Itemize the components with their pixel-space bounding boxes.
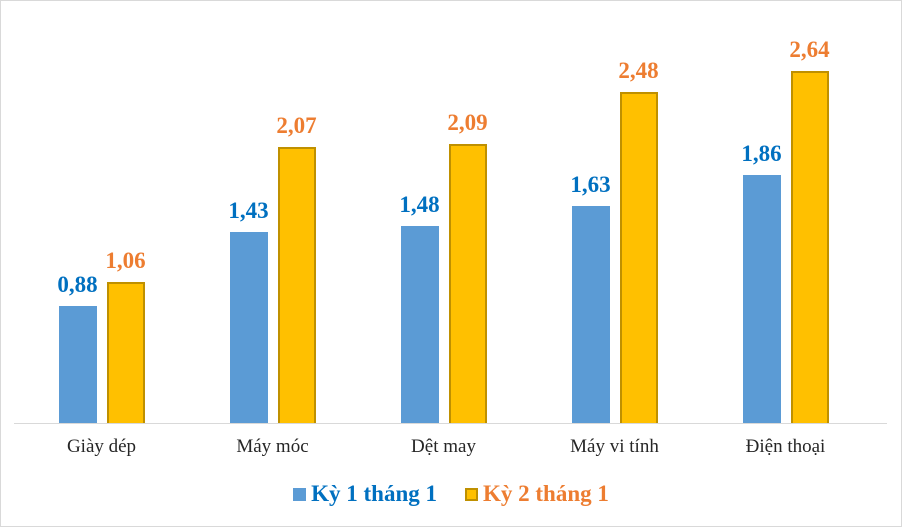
bar-ky-1 [742,175,781,423]
bar-ky-2 [106,282,145,423]
bar-ky-1 [58,306,97,423]
bar-ky-1 [400,226,439,423]
data-label: 1,06 [105,248,146,273]
category-label: Dệt may [411,436,476,457]
category-label: Điện thoại [745,436,826,457]
data-label: 2,09 [447,110,488,135]
data-label: 1,63 [570,172,611,197]
category-label: Máy vi tính [570,436,659,457]
bar-ky-2 [790,71,829,423]
category-label: Giày dép [66,436,137,457]
data-label: 1,86 [741,141,782,166]
legend-label: Kỳ 2 tháng 1 [483,481,609,506]
legend-swatch-blue-icon [293,487,307,501]
data-label: 2,07 [276,113,317,138]
bar-ky-1 [229,232,268,423]
legend-label: Kỳ 1 tháng 1 [311,481,437,506]
legend-item-series-2[interactable]: Kỳ 2 tháng 1 [465,481,609,507]
bar-ky-2 [619,92,658,423]
data-label: 0,88 [57,272,98,297]
category-label: Máy móc [236,436,309,457]
legend: Kỳ 1 tháng 1 Kỳ 2 tháng 1 [0,481,902,507]
data-label: 2,64 [789,37,830,62]
data-label: 1,48 [399,192,440,217]
legend-swatch-gold-icon [465,487,478,501]
x-axis-line [14,423,887,424]
data-label: 2,48 [618,58,659,83]
bar-ky-2 [277,147,316,423]
bar-ky-2 [448,144,487,423]
bar-ky-1 [571,206,610,423]
legend-item-series-1[interactable]: Kỳ 1 tháng 1 [293,481,437,507]
data-label: 1,43 [228,198,269,223]
